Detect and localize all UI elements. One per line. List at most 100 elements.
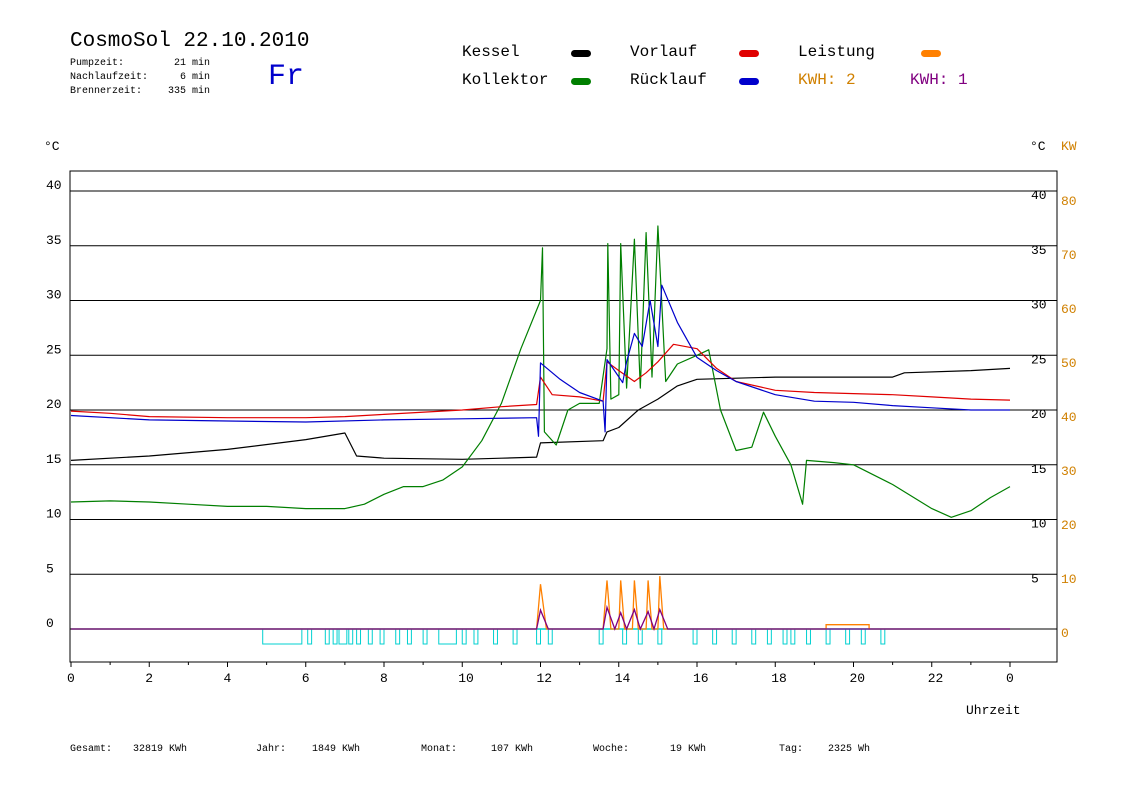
- woche-value: 19 KWh: [670, 744, 707, 755]
- x-tick-label: 12: [537, 671, 553, 686]
- y-right2-tick-label: 20: [1061, 518, 1077, 533]
- pump-pulse: [622, 628, 628, 645]
- y-right-tick-label: 40: [1031, 188, 1047, 203]
- legend-kessel: Kessel: [462, 43, 520, 61]
- y-right2-tick-label: 10: [1061, 572, 1077, 587]
- pump-pulse: [845, 628, 851, 645]
- pumpzeit-value: 21 min: [174, 58, 211, 69]
- series-line-kessel: [70, 367, 1011, 461]
- nachlaufzeit-label: Nachlaufzeit:: [70, 72, 149, 83]
- y-left-tick-label: 40: [46, 178, 62, 193]
- pump-pulse: [536, 628, 542, 645]
- x-tick-label: 14: [615, 671, 631, 686]
- y-right2-tick-label: 40: [1061, 410, 1077, 425]
- jahr-value: 1849 KWh: [312, 744, 361, 755]
- chart-title: CosmoSol 22.10.2010: [70, 30, 310, 53]
- pump-pulse: [712, 628, 718, 645]
- woche-label: Woche:: [593, 744, 630, 755]
- y-left-tick-label: 20: [46, 397, 62, 412]
- pump-pulse: [512, 628, 518, 645]
- pump-pulse: [356, 628, 362, 645]
- y-left-tick-label: 5: [46, 561, 54, 576]
- y-right-tick-label: 15: [1031, 462, 1047, 477]
- pump-pulse: [731, 628, 737, 645]
- gesamt-value: 32819 KWh: [133, 744, 188, 755]
- pump-pulse: [338, 628, 348, 645]
- x-tick-label: 0: [1006, 671, 1014, 686]
- y-right-tick-label: 10: [1031, 517, 1047, 532]
- y-right2-unit: KW: [1061, 139, 1077, 154]
- nachlaufzeit-value: 6 min: [180, 72, 211, 83]
- y-right-tick-label: 35: [1031, 243, 1047, 258]
- y-left-tick-label: 25: [46, 342, 62, 357]
- pump-pulse: [438, 628, 457, 645]
- legend-vorlauf-swatch: [739, 50, 759, 57]
- legend-leistung: Leistung: [798, 43, 875, 61]
- pump-pulse: [790, 628, 796, 645]
- x-tick-label: 0: [67, 671, 75, 686]
- legend-kessel-swatch: [571, 50, 591, 57]
- pump-pulse: [367, 628, 373, 645]
- monat-value: 107 KWh: [491, 744, 534, 755]
- jahr-label: Jahr:: [256, 744, 287, 755]
- y-right2-tick-label: 30: [1061, 464, 1077, 479]
- y-right2-tick-label: 50: [1061, 356, 1077, 371]
- y-right-unit: °C: [1030, 139, 1046, 154]
- pump-pulse: [324, 628, 330, 645]
- pump-pulse: [473, 628, 479, 645]
- x-tick-label: 2: [145, 671, 153, 686]
- legend-kwh1: KWH: 1: [910, 71, 968, 89]
- legend-ruecklauf-swatch: [739, 78, 759, 85]
- pump-pulse: [262, 628, 303, 645]
- pump-pulse: [860, 628, 866, 645]
- series-line-ruecklauf: [70, 284, 1010, 437]
- pump-pulse: [547, 628, 553, 645]
- x-tick-label: 20: [850, 671, 866, 686]
- y-left-tick-label: 10: [46, 507, 62, 522]
- y-right-tick-label: 25: [1031, 352, 1047, 367]
- y-right-tick-label: 30: [1031, 298, 1047, 313]
- pump-pulse: [461, 628, 467, 645]
- power-series-kwh-1: [71, 604, 1010, 632]
- pump-pulse: [406, 628, 412, 645]
- pump-pulse: [332, 628, 338, 645]
- y-left-tick-label: 15: [46, 452, 62, 467]
- x-tick-label: 18: [771, 671, 787, 686]
- pump-pulse: [806, 628, 811, 645]
- legend-ruecklauf: Rücklauf: [630, 71, 707, 89]
- pump-pulse: [379, 628, 385, 645]
- series-line-kollektor: [70, 225, 1011, 518]
- pump-pulse: [422, 628, 428, 645]
- x-tick-label: 6: [302, 671, 310, 686]
- y-left-tick-label: 30: [46, 288, 62, 303]
- x-tick-label: 10: [458, 671, 474, 686]
- pump-pulse: [782, 628, 788, 645]
- monat-label: Monat:: [421, 744, 458, 755]
- pump-pulse: [598, 628, 604, 645]
- brennerzeit-label: Brennerzeit:: [70, 86, 143, 97]
- y-right-tick-label: 5: [1031, 571, 1039, 586]
- x-tick-label: 8: [380, 671, 388, 686]
- pump-pulse: [751, 628, 757, 645]
- pump-pulse: [307, 628, 313, 645]
- series-line-vorlauf: [70, 343, 1011, 419]
- x-axis-label: Uhrzeit: [966, 703, 1021, 718]
- tag-label: Tag:: [779, 744, 804, 755]
- pump-pulse: [493, 628, 498, 645]
- brennerzeit-value: 335 min: [168, 86, 211, 97]
- gesamt-label: Gesamt:: [70, 744, 113, 755]
- power-series-leistung: [71, 576, 1010, 630]
- x-tick-label: 22: [928, 671, 944, 686]
- x-tick-label: 16: [693, 671, 709, 686]
- pump-pulse: [766, 628, 772, 645]
- pump-pulse: [657, 628, 663, 645]
- legend-kollektor: Kollektor: [462, 71, 549, 89]
- x-tick-label: 4: [224, 671, 232, 686]
- pump-pulse: [880, 628, 886, 645]
- y-left-tick-label: 35: [46, 233, 62, 248]
- plot-frame: [69, 170, 1058, 663]
- weekday-label: Fr: [268, 60, 305, 94]
- pump-pulse: [825, 628, 831, 645]
- pump-pulse: [395, 628, 401, 645]
- tag-value: 2325 Wh: [828, 744, 871, 755]
